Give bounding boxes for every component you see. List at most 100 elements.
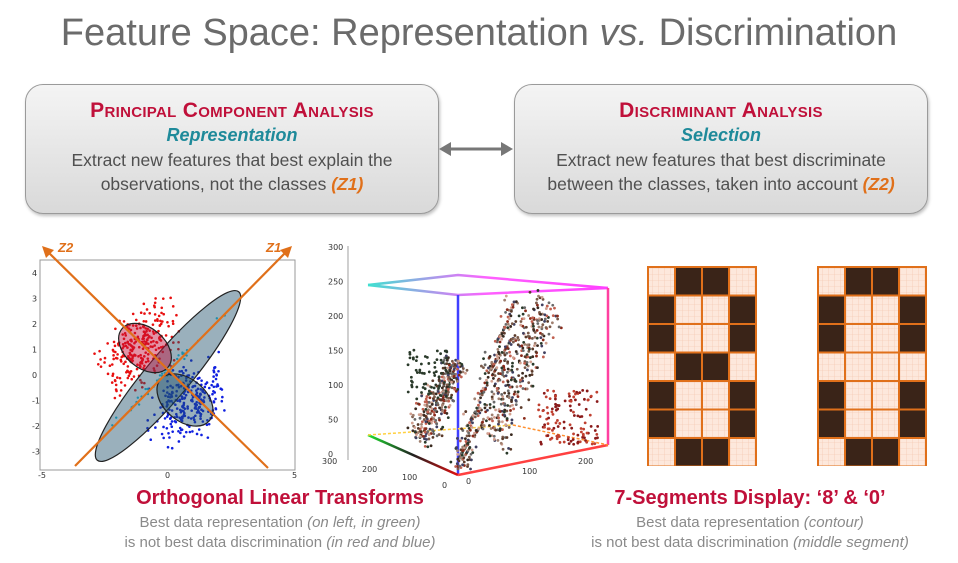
cube-point [446, 416, 450, 420]
caption-right-line2: is not best data discrimination [591, 534, 793, 551]
cube-point [541, 409, 545, 413]
red-point [142, 337, 146, 340]
cube-point [473, 410, 477, 414]
cube-point [501, 447, 505, 451]
cube-point [507, 396, 511, 400]
cube-point [535, 301, 538, 305]
blue-point [189, 417, 193, 420]
red-point [153, 313, 157, 316]
cube-point [499, 372, 502, 376]
cube-point [460, 427, 463, 431]
cube-point [437, 379, 441, 383]
cube-point [556, 419, 559, 422]
cube-point [443, 409, 447, 412]
cube-point [418, 416, 422, 420]
cube-point [583, 397, 586, 401]
cube-point [513, 337, 516, 341]
cube-point [445, 385, 449, 389]
cube-point [406, 363, 410, 367]
cube-point [552, 426, 556, 430]
cube-point [585, 440, 589, 444]
cube-point [567, 442, 571, 446]
red-point [141, 347, 145, 351]
cube-point [548, 437, 552, 441]
cube-point [516, 336, 520, 339]
segment-cell-on [701, 266, 730, 297]
cube-point [516, 390, 520, 394]
cube-point [444, 354, 448, 358]
cube-point [493, 415, 496, 419]
cube-point [528, 373, 532, 377]
cube-point [418, 434, 422, 438]
blue-point [178, 398, 182, 402]
cube-point [429, 417, 433, 421]
cube-point [447, 375, 451, 379]
red-point [123, 331, 127, 335]
segment-cell-off [844, 323, 873, 354]
cube-point [527, 381, 531, 385]
segment-cell-on [647, 380, 676, 411]
blue-point [216, 384, 220, 388]
blue-point [179, 428, 183, 432]
cube-point [499, 402, 503, 406]
cube-point [449, 366, 452, 369]
cube-point [540, 295, 544, 299]
cube-point [533, 335, 537, 339]
cube-point [419, 362, 423, 366]
cube-point [511, 396, 514, 399]
red-point [146, 352, 150, 356]
cube-point [480, 389, 483, 393]
cube-point [539, 440, 543, 444]
y-tick-label: 4 [32, 269, 37, 278]
cube-point [521, 346, 525, 350]
red-point [114, 383, 118, 387]
red-point [139, 365, 142, 369]
cube-point [528, 290, 532, 294]
cube-point [533, 341, 537, 345]
red-point [103, 361, 106, 364]
blue-point [174, 403, 177, 407]
cube-point [473, 397, 477, 401]
cube-point [509, 409, 512, 412]
cube-point [435, 349, 439, 353]
red-point [166, 320, 169, 324]
cube-point [541, 338, 545, 342]
cube-point [408, 356, 412, 360]
blue-point [189, 359, 193, 362]
cube-point [432, 371, 436, 375]
segment-cell-off [898, 437, 927, 466]
cube-point [445, 356, 448, 360]
cube-point [506, 322, 510, 326]
cube-point [427, 392, 431, 396]
blue-point [214, 397, 217, 401]
blue-point [220, 399, 224, 403]
cube-point [423, 444, 427, 448]
cube-point [556, 317, 560, 321]
red-point [114, 327, 117, 331]
y-ticks: 4 3 2 1 0 -1 -2 -3 [32, 269, 40, 457]
segment-cell-off [728, 351, 757, 382]
red-point [144, 327, 147, 330]
cube-point [524, 325, 528, 329]
cube-point [417, 403, 421, 406]
red-point [130, 339, 133, 343]
red-point [122, 362, 126, 366]
cube-point [435, 422, 439, 426]
cube-point [506, 389, 510, 393]
cube-point [568, 404, 572, 408]
red-point [160, 311, 163, 315]
cube-point [435, 425, 439, 429]
blue-point [154, 426, 157, 429]
cube-point [437, 387, 440, 390]
cube-point [454, 358, 458, 362]
cube-point [461, 370, 465, 374]
blue-point [206, 436, 210, 439]
cube-point [420, 422, 423, 426]
red-point [131, 345, 134, 349]
cube-point [470, 448, 474, 452]
cube-point [446, 390, 450, 394]
cube-point [502, 410, 506, 414]
blue-point [192, 416, 195, 419]
red-point [139, 378, 142, 382]
cube-point [510, 337, 514, 341]
